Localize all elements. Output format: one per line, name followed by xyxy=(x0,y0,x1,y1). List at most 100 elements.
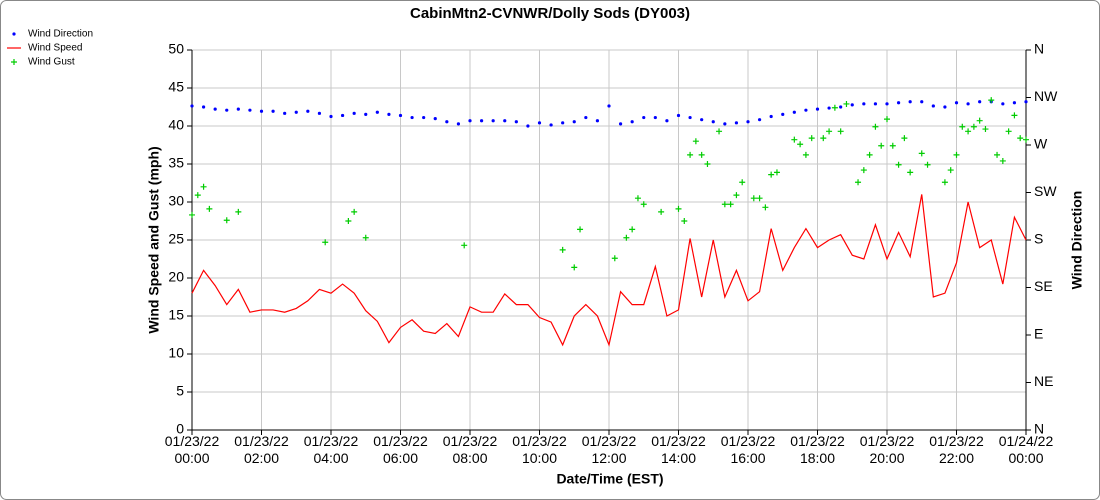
x-tick-label: 01/23/22 00:00 xyxy=(165,433,220,466)
gust-point xyxy=(831,104,838,111)
gust-point xyxy=(739,179,746,186)
gust-point xyxy=(994,151,1001,158)
direction-point xyxy=(456,122,461,126)
direction-point xyxy=(514,120,518,124)
gust-point xyxy=(634,195,641,202)
gust-point xyxy=(965,128,972,135)
gust-point xyxy=(889,142,896,149)
direction-point xyxy=(398,113,403,118)
gust-point xyxy=(976,117,983,124)
direction-point xyxy=(978,100,982,104)
direction-point xyxy=(410,115,414,120)
gust-point xyxy=(658,208,665,215)
direction-point xyxy=(734,121,739,125)
direction-point xyxy=(827,106,831,110)
direction-point xyxy=(920,100,924,104)
direction-point xyxy=(236,107,240,111)
x-tick-label: 01/23/22 22:00 xyxy=(929,433,984,466)
gust-point xyxy=(611,255,618,262)
y2-tick-label: S xyxy=(1034,231,1043,247)
direction-point xyxy=(561,121,565,125)
gust-point xyxy=(189,211,195,218)
direction-point xyxy=(364,112,368,116)
gust-point xyxy=(762,204,769,211)
gust-point xyxy=(999,157,1006,164)
gust-point xyxy=(727,201,734,208)
direction-point xyxy=(468,119,472,123)
direction-point xyxy=(1012,101,1017,105)
gust-point xyxy=(362,234,369,241)
direction-point xyxy=(283,111,287,115)
y2-tick-label: NW xyxy=(1034,88,1058,104)
gust-point xyxy=(640,201,647,208)
direction-point xyxy=(248,108,252,112)
gust-point xyxy=(866,151,873,158)
gust-point xyxy=(322,239,329,246)
direction-point xyxy=(317,111,322,115)
gust-point xyxy=(698,151,705,158)
direction-point xyxy=(804,108,808,112)
x-tick-label: 01/23/22 16:00 xyxy=(721,433,776,466)
legend-marker xyxy=(11,59,17,65)
direction-point xyxy=(549,123,553,127)
gust-point xyxy=(860,167,867,174)
gust-point xyxy=(802,151,809,158)
gust-point xyxy=(918,150,925,157)
gust-point xyxy=(843,100,850,107)
gust-point xyxy=(820,135,827,142)
direction-point xyxy=(618,122,623,126)
y-tick-label: 50 xyxy=(168,41,184,57)
y2-tick-label: N xyxy=(1034,41,1044,57)
gust-point xyxy=(675,205,682,212)
direction-point xyxy=(757,118,762,122)
y2-tick-label: N xyxy=(1034,421,1044,437)
direction-point xyxy=(294,110,298,114)
gust-point xyxy=(687,151,694,158)
gust-point xyxy=(924,161,931,168)
gust-point xyxy=(623,234,630,241)
direction-point xyxy=(723,122,727,126)
gust-point xyxy=(733,192,740,199)
gust-point xyxy=(194,192,201,199)
gust-point xyxy=(1017,135,1024,142)
direction-point xyxy=(873,102,878,106)
direction-point xyxy=(954,101,959,105)
gust-point xyxy=(345,218,352,224)
x-tick-label: 01/23/22 20:00 xyxy=(860,433,915,466)
y2-tick-label: E xyxy=(1034,326,1043,342)
gust-point xyxy=(1011,112,1018,119)
direction-point xyxy=(375,110,379,114)
direction-point xyxy=(896,101,901,105)
x-tick-label: 01/23/22 18:00 xyxy=(790,433,845,466)
direction-point xyxy=(966,102,970,106)
gust-point xyxy=(797,141,804,148)
gust-point xyxy=(223,217,230,224)
gust-point xyxy=(855,179,862,186)
gust-point xyxy=(577,226,584,233)
legend-label: Wind Direction xyxy=(28,29,93,40)
gust-point xyxy=(629,226,636,233)
gust-point xyxy=(872,123,879,130)
speed-line xyxy=(191,194,1027,347)
y-tick-label: 10 xyxy=(168,345,184,361)
gust-point xyxy=(959,123,966,130)
y2-tick-label: SE xyxy=(1034,278,1053,294)
x-axis-label: Date/Time (EST) xyxy=(556,471,663,487)
gust-point xyxy=(756,195,763,202)
y-tick-label: 35 xyxy=(168,155,184,171)
direction-point xyxy=(491,119,495,123)
gust-point xyxy=(200,183,207,190)
gust-point xyxy=(559,246,566,253)
gust-point xyxy=(461,242,468,249)
gust-point xyxy=(206,205,213,212)
gust-point xyxy=(808,135,815,142)
direction-point xyxy=(885,102,889,106)
direction-point xyxy=(1024,100,1028,104)
y-tick-label: 45 xyxy=(168,79,184,95)
direction-point xyxy=(306,109,310,113)
direction-point xyxy=(271,109,275,113)
x-tick-label: 01/23/22 08:00 xyxy=(443,433,498,466)
x-tick-label: 01/24/22 00:00 xyxy=(999,433,1054,466)
